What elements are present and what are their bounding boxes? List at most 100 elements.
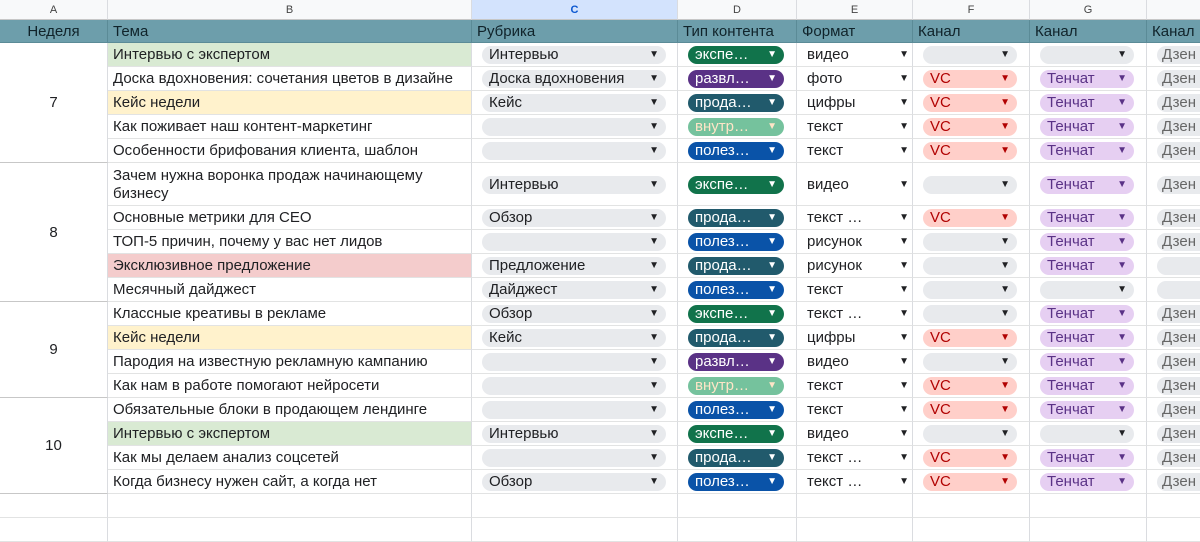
cell-col-8[interactable]: Дзен	[1147, 43, 1200, 67]
channel-vc-chip[interactable]: ▼	[923, 353, 1017, 371]
cell-col-3[interactable]: ▼	[472, 115, 678, 139]
channel-dzen-chip[interactable]: Дзен	[1157, 233, 1200, 251]
cell-col-7[interactable]: Тенчат ▼	[1030, 254, 1147, 278]
cell-col-5[interactable]: текст … ▼	[797, 206, 913, 230]
content-type-chip[interactable]: экспе… ▼	[688, 46, 784, 64]
channel-dzen-chip[interactable]: Дзен	[1157, 142, 1200, 160]
header-cell-2[interactable]: Тема	[108, 20, 472, 43]
channel-vc-chip[interactable]: VC ▼	[923, 142, 1017, 160]
channel-dzen-chip[interactable]: Дзен	[1157, 46, 1200, 64]
cell-col-4[interactable]: полез… ▼	[678, 470, 797, 494]
cell-col-5[interactable]: рисунок ▼	[797, 230, 913, 254]
empty-cell[interactable]	[913, 518, 1030, 542]
cell-col-6[interactable]: ▼	[913, 422, 1030, 446]
cell-col-4[interactable]: полез… ▼	[678, 278, 797, 302]
empty-cell[interactable]	[108, 494, 472, 518]
channel-tenchat-chip[interactable]: Тенчат ▼	[1040, 473, 1134, 491]
content-type-chip[interactable]: прода… ▼	[688, 329, 784, 347]
empty-cell[interactable]	[913, 494, 1030, 518]
channel-tenchat-chip[interactable]: Тенчат ▼	[1040, 401, 1134, 419]
cell-col-4[interactable]: экспе… ▼	[678, 43, 797, 67]
channel-dzen-chip[interactable]: Дзен	[1157, 449, 1200, 467]
channel-tenchat-chip[interactable]: Тенчат ▼	[1040, 329, 1134, 347]
rubric-dropdown[interactable]: Доска вдохновения ▼	[482, 70, 666, 88]
rubric-dropdown[interactable]: Интервью ▼	[482, 425, 666, 443]
cell-col-5[interactable]: цифры ▼	[797, 91, 913, 115]
cell-col-3[interactable]: ▼	[472, 374, 678, 398]
format-dropdown[interactable]: текст ▼	[807, 118, 909, 136]
empty-cell[interactable]	[1147, 518, 1200, 542]
cell-col-7[interactable]: Тенчат ▼	[1030, 374, 1147, 398]
topic-cell[interactable]: Особенности брифования клиента, шаблон	[108, 139, 472, 163]
channel-vc-chip[interactable]: ▼	[923, 281, 1017, 299]
cell-col-5[interactable]: текст … ▼	[797, 470, 913, 494]
cell-col-6[interactable]: ▼	[913, 350, 1030, 374]
cell-col-4[interactable]: экспе… ▼	[678, 302, 797, 326]
topic-cell[interactable]: Месячный дайджест	[108, 278, 472, 302]
cell-col-3[interactable]: Кейс ▼	[472, 326, 678, 350]
header-cell-4[interactable]: Тип контента	[678, 20, 797, 43]
topic-cell[interactable]: Основные метрики для CEO	[108, 206, 472, 230]
channel-tenchat-chip[interactable]: ▼	[1040, 425, 1134, 443]
content-type-chip[interactable]: внутр… ▼	[688, 118, 784, 136]
topic-cell[interactable]: Как поживает наш контент-маркетинг	[108, 115, 472, 139]
cell-col-4[interactable]: прода… ▼	[678, 446, 797, 470]
cell-col-8[interactable]: Дзен	[1147, 230, 1200, 254]
channel-dzen-chip[interactable]: Дзен	[1157, 473, 1200, 491]
channel-tenchat-chip[interactable]: ▼	[1040, 46, 1134, 64]
topic-cell[interactable]: Как нам в работе помогают нейросети	[108, 374, 472, 398]
cell-col-7[interactable]: Тенчат ▼	[1030, 470, 1147, 494]
cell-col-8[interactable]: Дзен	[1147, 91, 1200, 115]
format-dropdown[interactable]: текст ▼	[807, 377, 909, 395]
channel-dzen-chip[interactable]	[1157, 281, 1200, 299]
channel-tenchat-chip[interactable]: Тенчат ▼	[1040, 142, 1134, 160]
header-cell-6[interactable]: Канал	[913, 20, 1030, 43]
cell-col-5[interactable]: видео ▼	[797, 43, 913, 67]
channel-tenchat-chip[interactable]: Тенчат ▼	[1040, 175, 1134, 194]
format-dropdown[interactable]: видео ▼	[807, 425, 909, 443]
channel-tenchat-chip[interactable]: Тенчат ▼	[1040, 70, 1134, 88]
cell-col-8[interactable]: Дзен	[1147, 302, 1200, 326]
cell-col-4[interactable]: прода… ▼	[678, 91, 797, 115]
topic-cell[interactable]: Доска вдохновения: сочетания цветов в ди…	[108, 67, 472, 91]
topic-cell[interactable]: Кейс недели	[108, 326, 472, 350]
empty-cell[interactable]	[1030, 494, 1147, 518]
cell-col-5[interactable]: видео ▼	[797, 422, 913, 446]
format-dropdown[interactable]: видео ▼	[807, 353, 909, 371]
rubric-dropdown[interactable]: Интервью ▼	[482, 46, 666, 64]
cell-col-6[interactable]: ▼	[913, 230, 1030, 254]
channel-vc-chip[interactable]: ▼	[923, 257, 1017, 275]
week-cell[interactable]: 10	[0, 398, 108, 494]
cell-col-7[interactable]: ▼	[1030, 422, 1147, 446]
cell-col-4[interactable]: экспе… ▼	[678, 422, 797, 446]
cell-col-6[interactable]: VC ▼	[913, 206, 1030, 230]
content-type-chip[interactable]: внутр… ▼	[688, 377, 784, 395]
cell-col-8[interactable]: Дзен	[1147, 206, 1200, 230]
cell-col-4[interactable]: полез… ▼	[678, 230, 797, 254]
channel-vc-chip[interactable]: ▼	[923, 305, 1017, 323]
cell-col-6[interactable]: VC ▼	[913, 374, 1030, 398]
format-dropdown[interactable]: текст ▼	[807, 401, 909, 419]
cell-col-8[interactable]: Дзен	[1147, 67, 1200, 91]
cell-col-6[interactable]: ▼	[913, 163, 1030, 206]
channel-tenchat-chip[interactable]: Тенчат ▼	[1040, 353, 1134, 371]
cell-col-3[interactable]: Кейс ▼	[472, 91, 678, 115]
format-dropdown[interactable]: цифры ▼	[807, 329, 909, 347]
rubric-dropdown[interactable]: Предложение ▼	[482, 257, 666, 275]
channel-tenchat-chip[interactable]: ▼	[1040, 281, 1134, 299]
column-letter-1[interactable]: A	[0, 0, 108, 20]
channel-dzen-chip[interactable]: Дзен	[1157, 175, 1200, 194]
cell-col-3[interactable]: Обзор ▼	[472, 302, 678, 326]
channel-vc-chip[interactable]: VC ▼	[923, 70, 1017, 88]
empty-cell[interactable]	[1147, 494, 1200, 518]
cell-col-7[interactable]: Тенчат ▼	[1030, 139, 1147, 163]
channel-vc-chip[interactable]: ▼	[923, 46, 1017, 64]
channel-dzen-chip[interactable]: Дзен	[1157, 94, 1200, 112]
week-cell[interactable]: 7	[0, 43, 108, 163]
cell-col-3[interactable]: Интервью ▼	[472, 43, 678, 67]
empty-cell[interactable]	[678, 494, 797, 518]
channel-tenchat-chip[interactable]: Тенчат ▼	[1040, 449, 1134, 467]
cell-col-7[interactable]: Тенчат ▼	[1030, 91, 1147, 115]
rubric-dropdown[interactable]: ▼	[482, 353, 666, 371]
channel-dzen-chip[interactable]: Дзен	[1157, 118, 1200, 136]
